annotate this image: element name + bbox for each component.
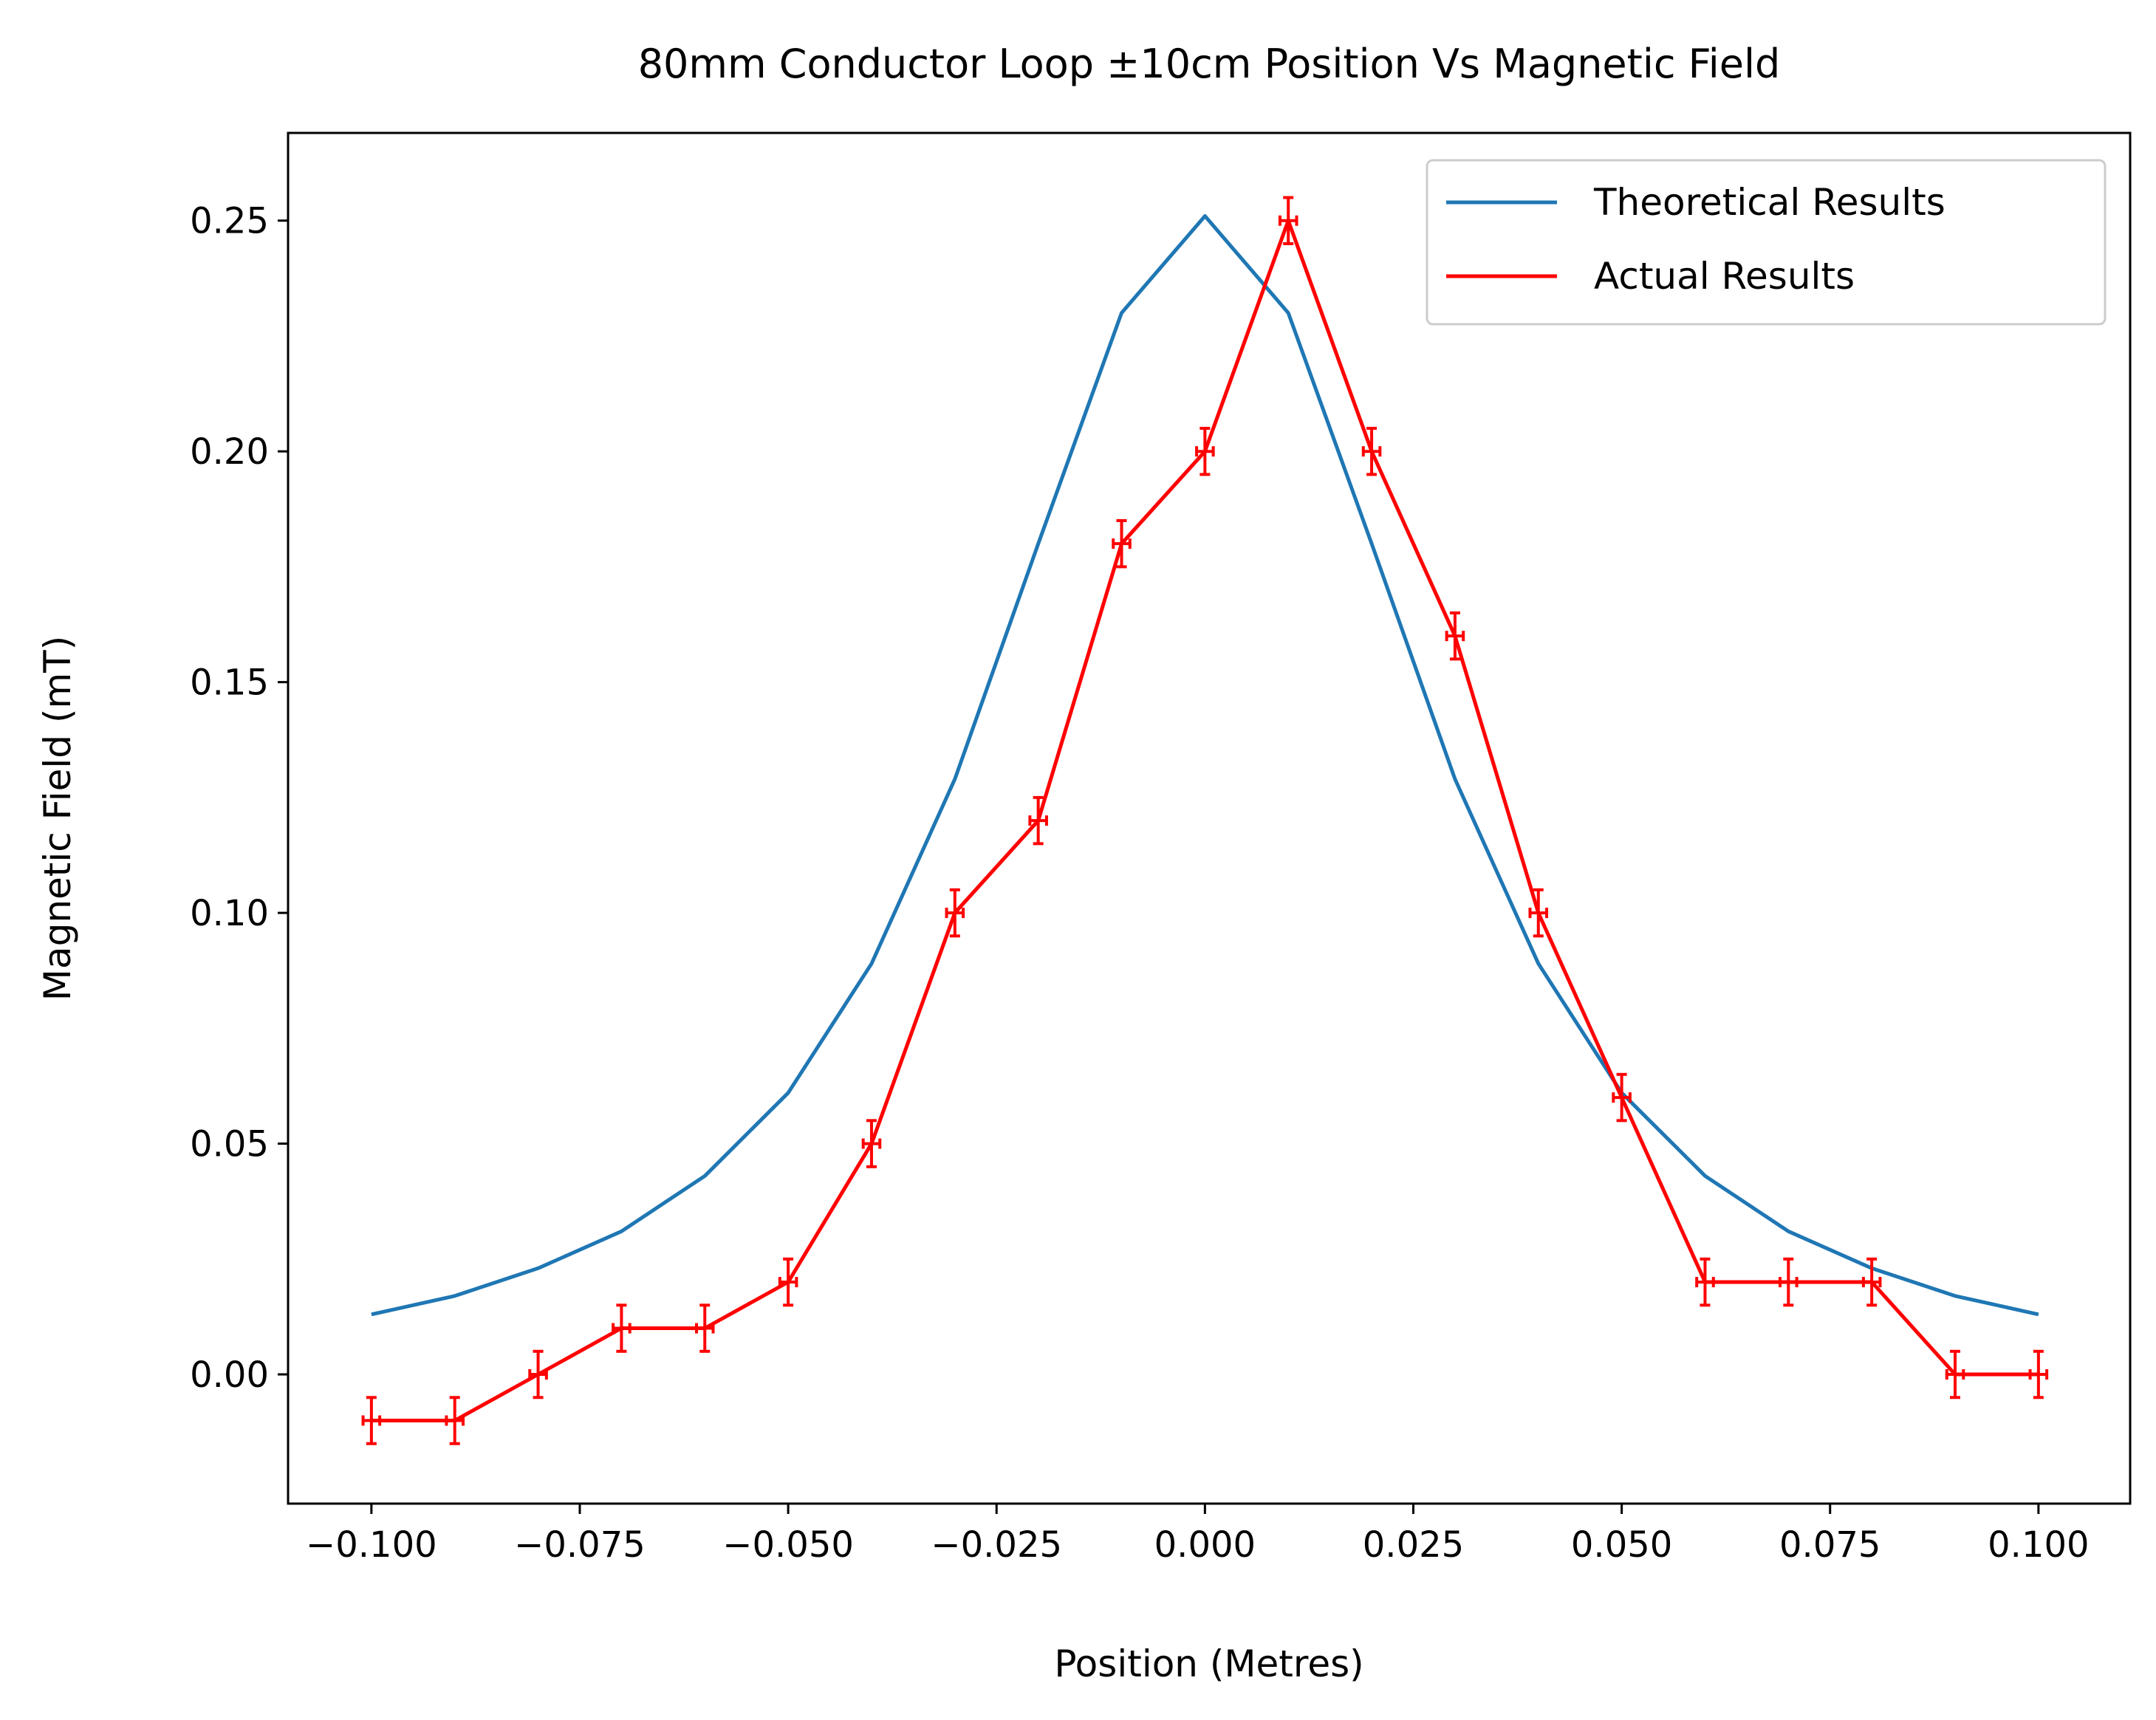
actual-results-error-bar	[2028, 1349, 2049, 1399]
legend-label: Actual Results	[1594, 255, 1855, 298]
y-tick-label: 0.25	[190, 201, 269, 242]
plot-frame	[287, 131, 2132, 1505]
actual-results-error-bar	[1445, 611, 1465, 661]
actual-results-error-bar	[445, 1396, 465, 1445]
actual-results-error-bar	[1695, 1257, 1715, 1307]
y-tick-label: 0.00	[190, 1354, 269, 1396]
actual-results-error-bar	[1112, 518, 1132, 569]
y-tick-label: 0.05	[190, 1124, 269, 1165]
actual-results-error-bar	[778, 1257, 798, 1307]
actual-results-error-bar	[1779, 1257, 1799, 1307]
theoretical-results-line	[371, 214, 2039, 1317]
x-axis: −0.100 −0.075 −0.050 −0.025 0.000 0.025 0.050 0…	[306, 1504, 2090, 1566]
actual-results-error-bar	[528, 1349, 548, 1399]
series-layer	[361, 196, 2049, 1445]
actual-results-error-bar	[1028, 795, 1048, 846]
x-tick-label: −0.050	[722, 1524, 854, 1566]
y-tick-label: 0.15	[190, 662, 269, 704]
x-tick-label: 0.000	[1154, 1524, 1256, 1566]
actual-results-error-bar	[945, 888, 965, 938]
x-tick-label: 0.100	[1988, 1524, 2089, 1566]
chart-title: 80mm Conductor Loop ±10cm Position Vs Ma…	[638, 41, 1781, 87]
x-tick-label: −0.100	[306, 1524, 437, 1566]
actual-results-error-bar	[361, 1396, 382, 1445]
actual-results-error-bar	[1278, 196, 1298, 245]
x-tick-label: −0.025	[931, 1524, 1062, 1566]
x-axis-label: Position (Metres)	[1054, 1642, 1363, 1685]
y-tick-label: 0.10	[190, 893, 269, 934]
actual-results-error-bar	[861, 1119, 882, 1168]
y-axis: 0.00 0.05 0.10 0.15 0.20 0.25	[190, 201, 288, 1396]
actual-results-error-bar	[1861, 1257, 1882, 1307]
actual-results-error-bar	[1945, 1349, 1965, 1399]
y-tick-label: 0.20	[190, 431, 269, 473]
legend-box	[1426, 159, 2107, 326]
legend-label: Theoretical Results	[1593, 181, 1945, 224]
x-tick-label: −0.075	[514, 1524, 646, 1566]
actual-results-error-bar	[694, 1303, 715, 1353]
legend: Theoretical Results Actual Results	[1426, 159, 2107, 326]
actual-results-error-bar	[1528, 888, 1549, 938]
plot-area	[287, 131, 2132, 1505]
actual-results-error-bar	[1612, 1072, 1632, 1123]
y-axis-label: Magnetic Field (mT)	[36, 636, 79, 1001]
actual-results-error-bar	[612, 1303, 632, 1353]
actual-results-error-bar	[1195, 426, 1215, 476]
x-tick-label: 0.075	[1779, 1524, 1880, 1566]
x-tick-label: 0.050	[1571, 1524, 1672, 1566]
x-tick-label: 0.025	[1363, 1524, 1464, 1566]
actual-results-error-bar	[1361, 426, 1382, 476]
